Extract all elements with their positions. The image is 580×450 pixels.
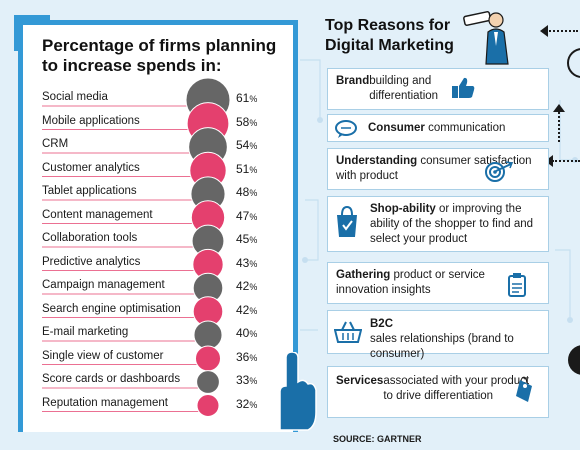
value-label: 45% <box>236 232 258 246</box>
reason-box-services: Services associated with your product to… <box>327 366 549 418</box>
category-label: Reputation management <box>42 396 168 409</box>
chart-panel <box>18 20 298 432</box>
category-label: Score cards or dashboards <box>42 373 181 385</box>
value-label: 32% <box>236 396 258 411</box>
reason-bold: Services <box>336 375 384 387</box>
arrow-head-1 <box>540 25 548 37</box>
reason-bold: Gathering <box>336 269 391 281</box>
reason-bold: Shop-ability <box>370 203 436 215</box>
category-label: Social media <box>42 91 108 103</box>
reason-box-b2c: B2C sales relationships (brand to consum… <box>327 310 549 360</box>
shopping-bag-icon <box>337 205 357 237</box>
value-label: 43% <box>236 255 258 270</box>
value-label: 36% <box>236 349 258 364</box>
reason-text: consumer satisfaction with product <box>336 155 532 182</box>
reasons-title: Top Reasons for Digital Marketing <box>325 16 475 56</box>
dotted-arrow-3 <box>552 160 580 162</box>
value-label: 42% <box>236 302 258 317</box>
dotted-arrow-2 <box>558 112 560 142</box>
chart-title-line1: Percentage of firms planning <box>42 36 277 55</box>
thumbs-up-icon <box>452 77 475 98</box>
data-bubble <box>196 370 220 394</box>
reason-bold: Brand <box>336 75 370 87</box>
chart-title: Percentage of firms planning to increase… <box>42 36 282 76</box>
category-label: Customer analytics <box>42 161 140 174</box>
source-note: SOURCE: GARTNER <box>333 434 422 444</box>
arrow-head-2 <box>553 104 565 112</box>
reason-bold: B2C <box>370 318 394 330</box>
category-label: E-mail marketing <box>42 326 129 338</box>
reason-text: building and differentiation <box>369 75 439 102</box>
target-icon <box>485 161 514 182</box>
category-label: Predictive analytics <box>42 255 141 268</box>
reason-text: sales relationships (brand to consumer) <box>370 333 514 360</box>
reason-text: communication <box>424 122 506 134</box>
reason-box-shopability: Shop-ability or improving the ability of… <box>327 196 549 252</box>
arrow-head-3 <box>545 155 553 167</box>
category-label: Collaboration tools <box>42 232 138 244</box>
reason-box-gathering: Gathering product or service innovation … <box>327 262 549 304</box>
category-label: Content management <box>42 208 153 221</box>
value-label: 51% <box>236 161 258 176</box>
reason-text: or improving the ability of the shopper … <box>370 203 534 245</box>
value-label: 58% <box>236 114 258 129</box>
data-bubble <box>194 345 222 372</box>
reason-bold: Consumer <box>368 122 425 134</box>
chat-bubble-icon <box>335 120 357 138</box>
reason-text: associated with your product to drive di… <box>383 375 530 402</box>
value-label: 61% <box>236 91 258 105</box>
chart-title-line2: to increase spends in: <box>42 56 222 75</box>
data-bubble <box>196 394 220 417</box>
businessman-telescope-icon <box>463 11 509 65</box>
reasons-title-line1: Top Reasons for <box>325 17 451 34</box>
frame-corner <box>14 15 50 51</box>
price-tag-icon <box>516 376 532 402</box>
category-label: Campaign management <box>42 279 165 291</box>
reason-box-understanding: Understanding consumer satisfaction with… <box>327 148 549 190</box>
chart-plot <box>42 77 231 417</box>
clipboard-icon <box>508 273 526 297</box>
reason-box-consumer: Consumer communication <box>327 114 549 142</box>
reason-text: product or service innovation insights <box>336 269 485 296</box>
value-label: 33% <box>236 373 258 387</box>
reasons-title-line2: Digital Marketing <box>325 37 454 54</box>
data-bubble <box>193 320 223 350</box>
pointing-hand-icon <box>279 352 317 431</box>
edge-circle-dark <box>568 345 580 375</box>
category-label: Search engine optimisation <box>42 302 181 315</box>
value-label: 54% <box>236 138 258 152</box>
value-label: 48% <box>236 185 258 199</box>
reason-box-brand: Brand building and differentiation <box>327 68 549 110</box>
value-label: 47% <box>236 208 258 223</box>
value-label: 40% <box>236 326 258 340</box>
reason-bold: Understanding <box>336 155 418 167</box>
category-label: Single view of customer <box>42 349 164 362</box>
category-label: Tablet applications <box>42 185 137 197</box>
category-label: CRM <box>42 138 69 150</box>
category-label: Mobile applications <box>42 114 140 127</box>
dotted-arrow-1 <box>546 30 578 32</box>
value-label: 42% <box>236 279 258 293</box>
shopping-basket-icon <box>334 321 362 343</box>
